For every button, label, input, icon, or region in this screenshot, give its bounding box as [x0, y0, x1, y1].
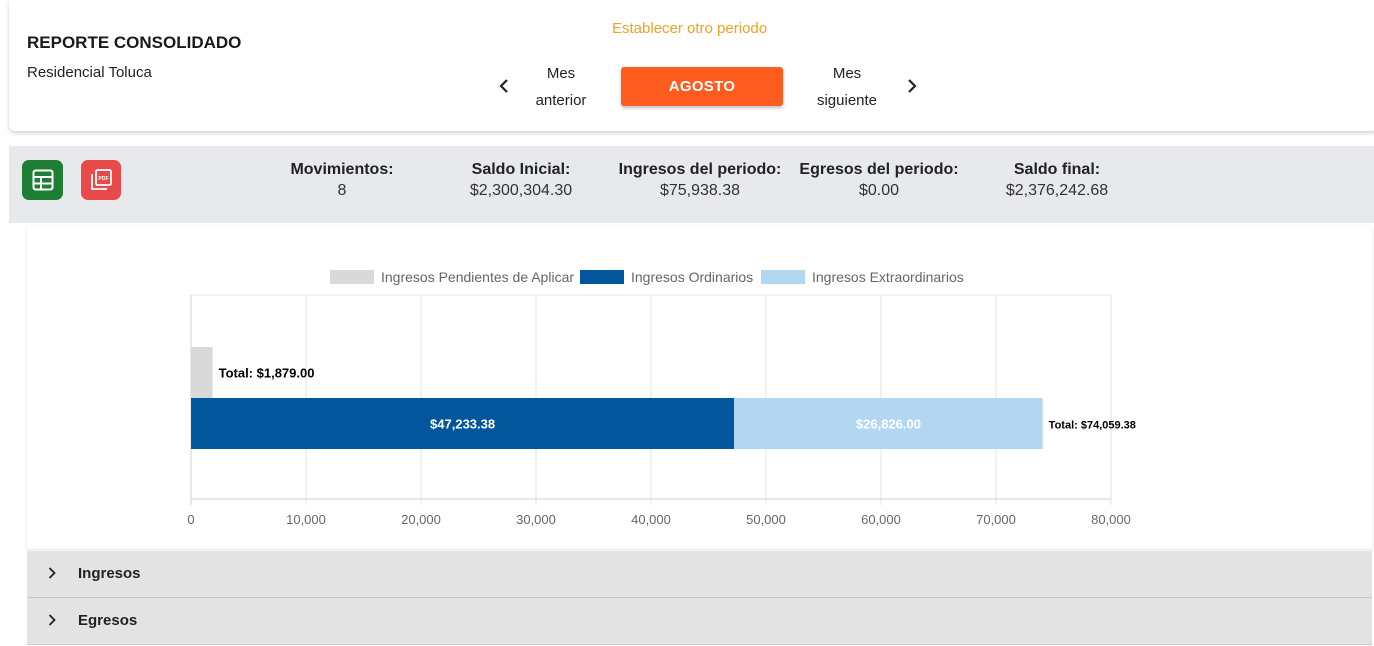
bar-total-label: Total: $1,879.00 [219, 366, 315, 381]
stat-final-balance: Saldo final: $2,376,242.68 [977, 161, 1137, 200]
stat-period-expenses: Egresos del periodo: $0.00 [789, 161, 969, 200]
previous-month-button[interactable]: Mes anterior [521, 60, 601, 114]
bar-segment [191, 398, 735, 449]
income-chart: Ingresos Pendientes de Aplicar Ingresos O… [187, 269, 1136, 527]
accordion-ingresos[interactable]: Ingresos [27, 551, 1372, 598]
legend-label: Ingresos Extraordinarios [812, 269, 964, 285]
accordion-egresos[interactable]: Egresos [27, 598, 1372, 645]
x-tick-label: 40,000 [631, 512, 671, 527]
page-title: REPORTE CONSOLIDADO [27, 33, 242, 52]
income-chart-card: Ingresos Pendientes de Aplicar Ingresos O… [27, 226, 1372, 549]
stat-initial-balance: Saldo Inicial: $2,300,304.30 [441, 161, 601, 200]
stat-value: $2,300,304.30 [469, 182, 573, 199]
x-tick-label: 80,000 [1091, 512, 1131, 527]
stat-period-income: Ingresos del periodo: $75,938.38 [610, 161, 790, 200]
next-month-label-2: siguiente [816, 92, 878, 109]
property-name: Residencial Toluca [27, 64, 152, 81]
pdf-icon: PDF [91, 169, 112, 190]
export-excel-button[interactable] [22, 160, 63, 200]
chevron-right-icon[interactable] [902, 68, 922, 104]
accordion-label: Ingresos [78, 565, 141, 582]
set-period-link[interactable]: Establecer otro periodo [612, 20, 768, 37]
bar-value-label: $47,233.38 [430, 417, 495, 432]
legend-label: Ingresos Pendientes de Aplicar [381, 269, 574, 285]
bar-value-label: $26,826.00 [856, 417, 921, 432]
stat-value: 8 [337, 182, 347, 199]
x-tick-label: 10,000 [286, 512, 326, 527]
stat-movements: Movimientos: 8 [272, 161, 412, 200]
stat-label: Saldo final: [1013, 161, 1101, 178]
legend-swatch [761, 270, 805, 284]
x-tick-label: 20,000 [401, 512, 441, 527]
svg-text:PDF: PDF [98, 176, 108, 182]
x-tick-label: 30,000 [516, 512, 556, 527]
x-tick-label: 70,000 [976, 512, 1016, 527]
legend-label: Ingresos Ordinarios [631, 269, 753, 285]
next-month-button[interactable]: Mes siguiente [807, 60, 887, 114]
bar-segment [734, 398, 1043, 449]
accordion-label: Egresos [78, 612, 138, 629]
x-tick-label: 0 [187, 512, 194, 527]
legend-swatch [580, 270, 624, 284]
report-header: REPORTE CONSOLIDADO Residencial Toluca E… [9, 0, 1374, 131]
spreadsheet-icon [32, 169, 53, 191]
stat-label: Movimientos: [290, 161, 394, 178]
chevron-left-icon[interactable] [494, 68, 514, 104]
previous-month-label-1: Mes [546, 65, 576, 82]
legend-swatch [330, 270, 374, 284]
chevron-right-icon [47, 613, 57, 632]
bar-total-label: Total: $74,059.38 [1049, 420, 1136, 432]
x-tick-label: 60,000 [861, 512, 901, 527]
chevron-right-icon [47, 566, 57, 585]
summary-bar: PDF Movimientos: 8 Saldo Inicial: $2,300… [9, 146, 1374, 223]
stat-value: $0.00 [858, 182, 900, 199]
next-month-label-1: Mes [832, 65, 862, 82]
stat-label: Ingresos del periodo: [618, 161, 782, 178]
current-month-button[interactable]: AGOSTO [621, 67, 783, 106]
previous-month-label-2: anterior [535, 92, 587, 109]
stat-label: Egresos del periodo: [799, 161, 959, 178]
x-tick-label: 50,000 [746, 512, 786, 527]
stat-value: $2,376,242.68 [1005, 182, 1109, 199]
export-pdf-button[interactable]: PDF [81, 160, 121, 200]
stat-value: $75,938.38 [659, 182, 741, 199]
bar-segment [191, 347, 213, 398]
stat-label: Saldo Inicial: [471, 161, 571, 178]
